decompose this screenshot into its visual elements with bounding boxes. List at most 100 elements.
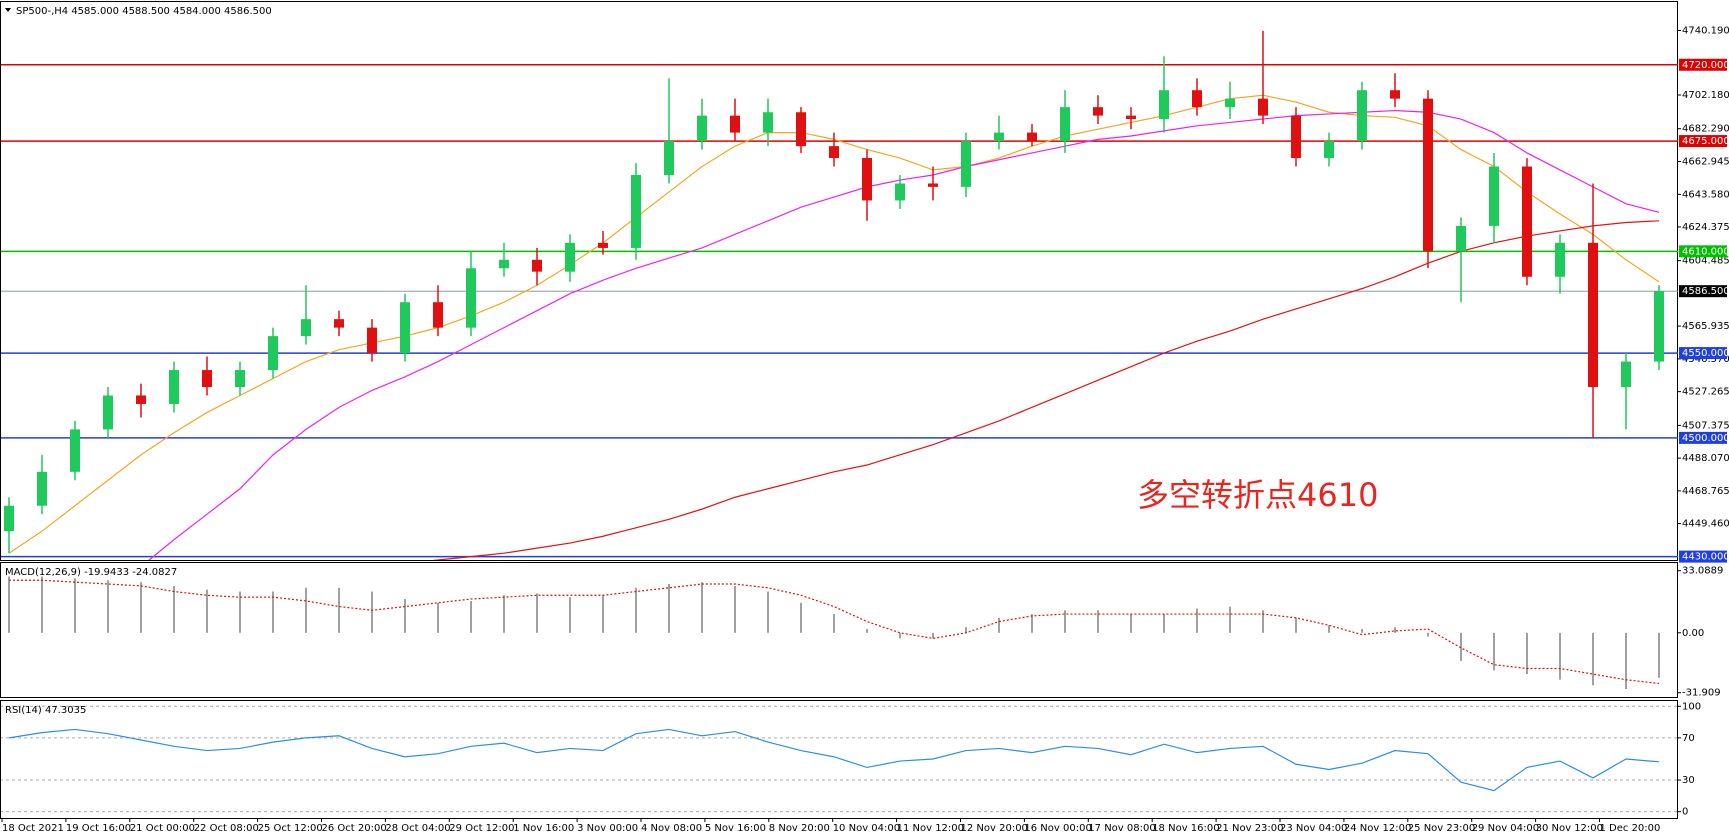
moving-average — [148, 109, 1660, 560]
candle-body — [37, 471, 47, 506]
x-tick-label: 18 Oct 2021 — [2, 823, 64, 834]
candle-body — [1159, 90, 1169, 120]
candle-body — [961, 141, 971, 187]
macd-plot — [8, 576, 1660, 690]
main-panel — [0, 1, 1678, 561]
candle-body — [334, 319, 344, 328]
macd-panel — [0, 562, 1678, 698]
y-tick-label: 4527.265 — [1682, 387, 1729, 398]
candle-body — [697, 115, 707, 142]
y-tick-label: 4624.375 — [1682, 222, 1729, 233]
y-tick-label: 4565.935 — [1682, 321, 1729, 332]
x-tick-label: 1 Dec 20:00 — [1600, 823, 1661, 834]
y-tick-label: 4662.945 — [1682, 157, 1729, 168]
candle-body — [1390, 90, 1400, 99]
x-tick-label: 28 Oct 04:00 — [385, 823, 450, 834]
y-tick-label: 4682.290 — [1682, 124, 1729, 135]
candle-body — [1225, 98, 1235, 108]
candle-body — [367, 327, 377, 354]
x-tick-label: 23 Nov 04:00 — [1280, 823, 1347, 834]
candle-body — [1423, 98, 1433, 252]
level-label-bg — [1679, 431, 1727, 444]
candle-body — [928, 183, 938, 187]
candle-body — [1258, 98, 1268, 116]
last-price-label: 4586.500 — [1682, 286, 1729, 297]
candle-body — [1621, 361, 1631, 388]
rsi-plot — [1, 705, 1678, 813]
y-tick-label: 0 — [1682, 807, 1688, 818]
x-tick-label: 10 Nov 04:00 — [833, 823, 900, 834]
y-tick-label: 70 — [1682, 733, 1695, 744]
x-tick-label: 21 Nov 23:00 — [1216, 823, 1283, 834]
candle-body — [532, 259, 542, 272]
y-tick-label: 30 — [1682, 775, 1695, 786]
level-label: 4430.000 — [1682, 552, 1729, 563]
x-tick-label: 16 Nov 00:00 — [1024, 823, 1091, 834]
candle-body — [1555, 242, 1565, 277]
x-tick-label: 24 Nov 12:00 — [1344, 823, 1411, 834]
candle-body — [103, 395, 113, 430]
candle-body — [400, 302, 410, 354]
level-label: 4720.000 — [1682, 60, 1729, 71]
x-tick-label: 25 Oct 12:00 — [258, 823, 323, 834]
level-label: 4550.000 — [1682, 348, 1729, 359]
candle-body — [169, 370, 179, 404]
candle-body — [1027, 132, 1037, 142]
last-price-bg — [1679, 285, 1727, 298]
y-tick-label: 33.0889 — [1682, 566, 1723, 577]
y-tick-label: 4546.570 — [1682, 354, 1729, 365]
candle-body — [433, 302, 443, 328]
candle-body — [730, 115, 740, 133]
candle-body — [1291, 115, 1301, 159]
x-tick-label: 21 Oct 00:00 — [130, 823, 195, 834]
candle-body — [499, 259, 509, 269]
rsi-line — [8, 728, 1660, 792]
moving-average — [432, 220, 1660, 560]
x-tick-label: 19 Oct 16:00 — [66, 823, 131, 834]
x-tick-label: 17 Nov 08:00 — [1088, 823, 1155, 834]
x-tick-label: 26 Oct 20:00 — [322, 823, 387, 834]
candle-body — [631, 174, 641, 248]
annotation: 多空转折点4610 — [1137, 476, 1378, 514]
y-tick-label: 100 — [1682, 701, 1701, 712]
y-tick-label: 4449.460 — [1682, 519, 1729, 530]
y-tick-label: 4468.765 — [1682, 486, 1729, 497]
candle-body — [136, 395, 146, 404]
level-label-bg — [1679, 550, 1727, 563]
x-tick-label: 4 Nov 08:00 — [641, 823, 702, 834]
x-tick-label: 8 Nov 20:00 — [769, 823, 830, 834]
candle-body — [1324, 141, 1334, 159]
candle-body — [301, 319, 311, 337]
candle-body — [763, 112, 773, 133]
candle-body — [1093, 107, 1103, 116]
candle-body — [1192, 90, 1202, 108]
chart-title: SP500-,H4 4585.000 4588.500 4584.000 458… — [16, 6, 272, 17]
labels: SP500-,H4 4585.000 4588.500 4584.000 458… — [1, 6, 1729, 834]
signal-line — [9, 579, 1660, 685]
candle-body — [235, 370, 245, 388]
candle-body — [1588, 242, 1598, 388]
candle-body — [1060, 107, 1070, 142]
level-label-bg — [1679, 245, 1727, 258]
x-tick-label: 18 Nov 16:00 — [1152, 823, 1219, 834]
candle-body — [4, 505, 14, 532]
y-tick-label: -31.909 — [1682, 688, 1721, 699]
candle-body — [268, 336, 278, 371]
y-tick-label: 4604.485 — [1682, 256, 1729, 267]
x-tick-label: 25 Nov 23:00 — [1408, 823, 1475, 834]
x-tick-label: 11 Nov 12:00 — [897, 823, 964, 834]
y-tick-label: 4507.375 — [1682, 420, 1729, 431]
macd-title: MACD(12,26,9) -19.9433 -24.0827 — [5, 567, 177, 578]
menu-icon[interactable] — [5, 8, 11, 12]
level-label-bg — [1679, 347, 1727, 360]
candle-body — [202, 370, 212, 388]
main-plot — [1, 30, 1678, 560]
candle-body — [1489, 166, 1499, 226]
candle-body — [70, 429, 80, 472]
x-tick-label: 3 Nov 00:00 — [577, 823, 638, 834]
x-tick-label: 29 Oct 12:00 — [449, 823, 514, 834]
candle-body — [565, 242, 575, 272]
x-tick-label: 12 Nov 20:00 — [961, 823, 1028, 834]
